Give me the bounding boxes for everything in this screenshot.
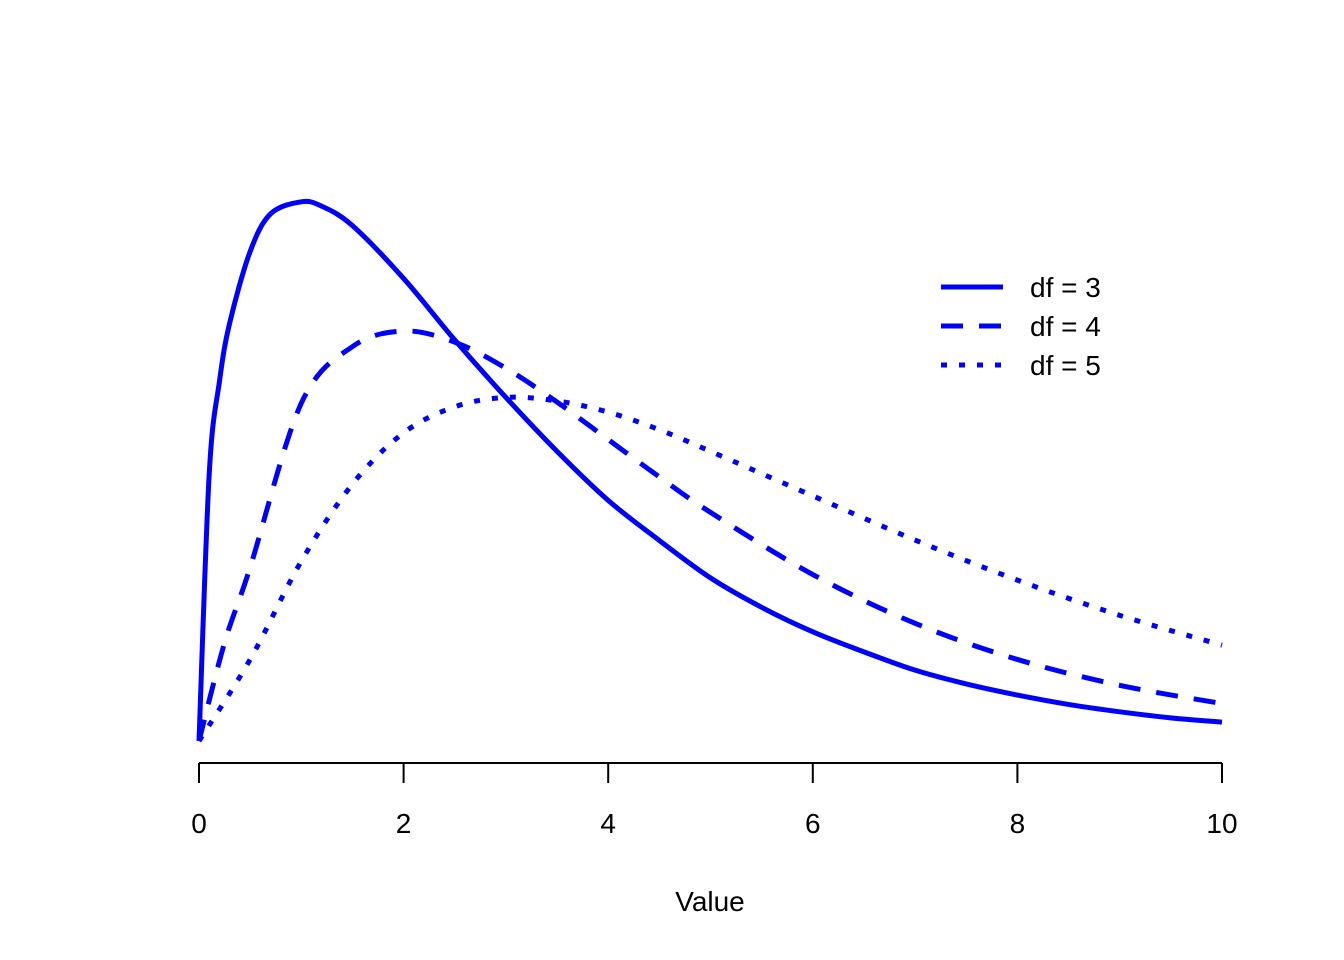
x-tick-label: 10	[1206, 808, 1237, 839]
legend-label-2: df = 4	[1030, 311, 1101, 342]
x-tick-label: 4	[600, 808, 616, 839]
x-tick-label: 0	[191, 808, 207, 839]
x-axis-label: Value	[675, 886, 745, 917]
x-tick-label: 2	[396, 808, 412, 839]
legend-label-1: df = 3	[1030, 272, 1101, 303]
series-line-1	[196, 198, 1223, 742]
series-line-2	[196, 328, 1223, 742]
x-tick-label: 8	[1010, 808, 1026, 839]
x-tick-label: 6	[805, 808, 821, 839]
legend-label-3: df = 5	[1030, 350, 1101, 381]
series-line-3	[196, 394, 1223, 743]
series-layer	[196, 198, 1223, 743]
x-ticks: 0 2 4 6 8 10	[191, 763, 1238, 839]
x-axis: 0 2 4 6 8 10	[191, 762, 1238, 839]
legend: df = 3 df = 4 df = 5	[941, 272, 1101, 381]
